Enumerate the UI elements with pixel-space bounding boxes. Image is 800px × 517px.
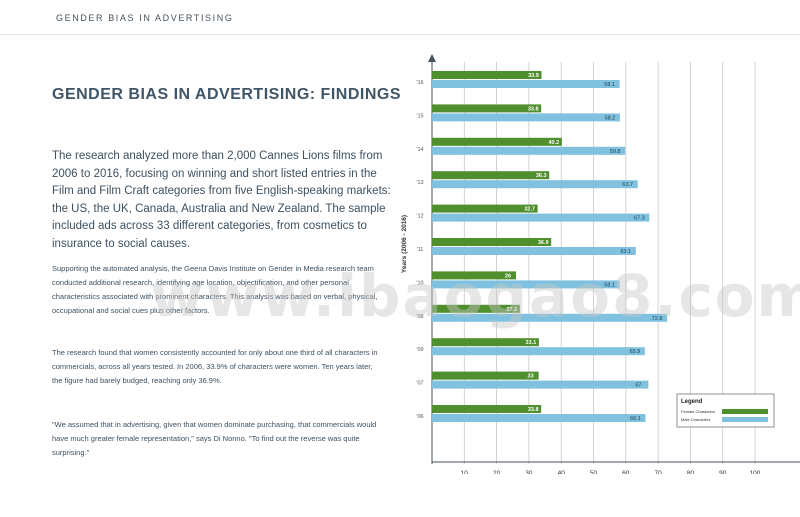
data-label-male: 63.1 — [620, 249, 631, 255]
bar-female — [432, 104, 542, 113]
bar-male — [432, 180, 638, 189]
data-label-male: 67.3 — [634, 216, 645, 222]
data-label-male: 58.1 — [604, 82, 615, 88]
y-tick-label: '14 — [416, 147, 423, 153]
bar-female — [432, 171, 550, 180]
data-label-male: 65.9 — [629, 349, 640, 355]
bar-female — [432, 304, 520, 313]
data-label-male: 66.1 — [630, 416, 641, 422]
y-tick-label: '09 — [416, 347, 423, 353]
bar-male — [432, 313, 668, 322]
bar-male — [432, 146, 626, 155]
bar-male — [432, 380, 649, 389]
data-label-male: 72.8 — [652, 316, 663, 322]
y-tick-label: '15 — [416, 113, 423, 119]
data-label-male: 58.1 — [604, 282, 615, 288]
data-label-female: 27.2 — [506, 307, 517, 313]
x-tick-label: 60 — [622, 470, 630, 474]
bar-female — [432, 371, 539, 380]
y-tick-label: '06 — [416, 414, 423, 420]
bar-male — [432, 247, 636, 255]
data-label-female: 33.8 — [528, 106, 539, 112]
bar-male — [432, 347, 645, 356]
data-label-female: 33.9 — [528, 73, 539, 79]
intro-paragraph: The research analyzed more than 2,000 Ca… — [52, 150, 391, 250]
bar-female — [432, 338, 539, 347]
legend-title: Legend — [681, 399, 703, 405]
x-tick-label: 40 — [558, 470, 566, 474]
y-tick-label: '10 — [416, 280, 423, 286]
bar-female — [432, 204, 538, 213]
page-title: GENDER BIAS IN ADVERTISING: FINDINGS — [52, 86, 401, 103]
x-tick-label: 100 — [750, 470, 761, 474]
x-tick-label: 70 — [654, 470, 662, 474]
y-tick-label: '13 — [416, 180, 423, 186]
bar-female — [432, 405, 542, 413]
bar-male — [432, 213, 650, 222]
bar-female — [432, 238, 552, 246]
x-tick-label: 20 — [493, 470, 501, 474]
y-tick-label: '12 — [416, 214, 423, 220]
legend-swatch-female — [722, 409, 768, 414]
x-tick-label: 10 — [461, 470, 469, 474]
data-label-male: 58.2 — [605, 115, 616, 121]
y-tick-label: '16 — [416, 80, 423, 86]
chart-svg: 102030405060708090100PercentageYears (20… — [401, 54, 800, 474]
legend-swatch-male — [722, 417, 768, 422]
quote-paragraph: "We assumed that in advertising, given t… — [52, 420, 377, 457]
findings-paragraph: The research found that women consistent… — [52, 348, 378, 385]
y-tick-label: '08 — [416, 314, 423, 320]
y-tick-label: '07 — [416, 381, 423, 387]
data-label-male: 59.8 — [610, 149, 621, 155]
bar-male — [432, 80, 620, 88]
legend-label-male: Male Characters — [681, 417, 710, 422]
data-label-female: 33 — [528, 374, 534, 380]
bar-female — [432, 71, 542, 79]
data-label-female: 36.3 — [536, 173, 547, 179]
y-tick-label: '11 — [417, 247, 424, 253]
bar-male — [432, 414, 646, 422]
data-label-female: 36.9 — [538, 240, 549, 246]
data-label-female: 33.8 — [528, 407, 539, 413]
bar-female — [432, 137, 562, 146]
research-method-paragraph: Supporting the automated analysis, the G… — [52, 264, 378, 315]
header-divider — [0, 34, 800, 35]
bar-chart: 102030405060708090100PercentageYears (20… — [390, 44, 800, 474]
x-tick-label: 30 — [525, 470, 533, 474]
bar-female — [432, 271, 516, 280]
data-label-male: 67 — [635, 383, 641, 389]
data-label-female: 26 — [505, 273, 511, 279]
y-axis-label: Years (2006 - 2016) — [401, 215, 408, 273]
x-tick-label: 90 — [719, 470, 727, 474]
x-tick-label: 80 — [687, 470, 695, 474]
data-label-female: 32.7 — [524, 207, 535, 213]
header-label: GENDER BIAS IN ADVERTISING — [56, 13, 234, 23]
legend-label-female: Female Characters — [681, 409, 715, 414]
data-label-female: 33.1 — [526, 340, 537, 346]
data-label-male: 63.7 — [622, 182, 633, 188]
y-axis-arrow — [428, 54, 436, 62]
bar-male — [432, 280, 620, 289]
watermark-text: www.ibaogao8.com — [150, 262, 800, 330]
x-tick-label: 50 — [590, 470, 598, 474]
bar-male — [432, 113, 620, 122]
data-label-female: 40.2 — [548, 140, 559, 146]
